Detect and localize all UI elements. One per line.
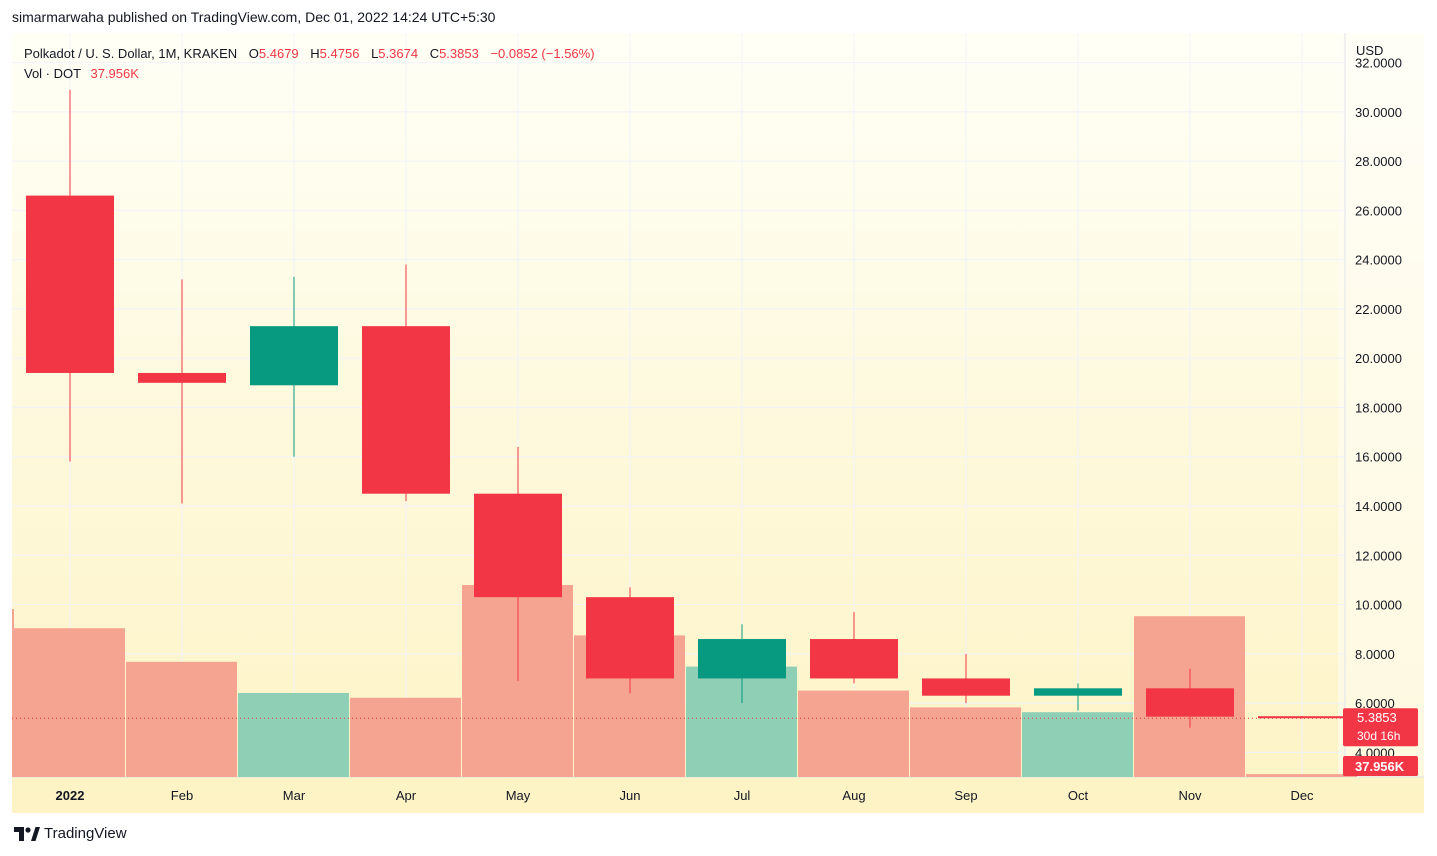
price-tick-label: 28.0000 — [1355, 154, 1402, 169]
candle-body — [1258, 716, 1346, 719]
candle-body — [810, 639, 898, 679]
price-tick-label: 20.0000 — [1355, 351, 1402, 366]
price-tick-label: 10.0000 — [1355, 598, 1402, 613]
time-axis: 2022 Feb Mar Apr May Jun Jul Aug Sep Oct Nov Dec — [56, 788, 1315, 803]
volume-bar — [1246, 774, 1357, 777]
volume-value: 37.956K — [90, 66, 139, 81]
price-tick-label: 16.0000 — [1355, 450, 1402, 465]
price-tick-label: 26.0000 — [1355, 203, 1402, 218]
symbol-title[interactable]: Polkadot / U. S. Dollar, 1M, KRAKEN — [24, 46, 238, 61]
time-tick-label: Oct — [1068, 788, 1089, 803]
volume-bar — [14, 628, 125, 777]
price-tick-label: 8.0000 — [1355, 647, 1395, 662]
close-value: 5.3853 — [439, 46, 479, 61]
time-tick-label: Mar — [283, 788, 306, 803]
price-tick-label: 32.0000 — [1355, 56, 1402, 71]
open-value: 5.4679 — [258, 46, 299, 61]
volume-bar — [350, 697, 461, 777]
volume-badge — [1343, 756, 1418, 776]
close-label: C — [429, 46, 440, 61]
tradingview-footer[interactable]: TradingView — [14, 825, 127, 842]
price-tick-label: 12.0000 — [1355, 548, 1402, 563]
time-tick-label: Jul — [734, 788, 751, 803]
time-tick-label: Sep — [954, 788, 977, 803]
candle-body — [1034, 688, 1122, 696]
volume-label[interactable]: Vol · DOT — [24, 66, 81, 81]
open-label: O — [248, 46, 259, 61]
volume-bar — [910, 707, 1021, 777]
volume-bars — [12, 585, 1357, 777]
volume-legend: Vol · DOT 37.956K — [24, 66, 139, 81]
candle-body — [474, 493, 562, 598]
change-value: −0.0852 (−1.56%) — [490, 46, 595, 61]
candles — [26, 89, 1346, 728]
time-tick-label: Nov — [1178, 788, 1202, 803]
published-note: simarmarwaha published on TradingView.co… — [12, 9, 496, 25]
tradingview-logo-icon — [14, 826, 40, 841]
candle-body — [586, 597, 674, 679]
price-axis: 32.0000 30.0000 28.0000 26.0000 24.0000 22.00… — [1343, 56, 1418, 776]
price-tick-label: 18.0000 — [1355, 400, 1402, 415]
high-label: H — [310, 46, 320, 61]
time-tick-label: May — [506, 788, 531, 803]
candle-body — [922, 678, 1010, 696]
candle-body — [362, 326, 450, 494]
last-price-label: 5.3853 — [1357, 710, 1397, 725]
volume-bar — [798, 690, 909, 777]
volume-bar-partial — [12, 609, 14, 777]
volume-bar — [1022, 712, 1133, 777]
candle-body — [138, 372, 226, 383]
volume-badge-label: 37.956K — [1355, 759, 1405, 774]
ohlc-legend: Polkadot / U. S. Dollar, 1M, KRAKEN O5.4… — [24, 46, 595, 61]
time-tick-label: Aug — [842, 788, 865, 803]
price-tick-label: 24.0000 — [1355, 253, 1402, 268]
volume-bar — [238, 693, 349, 777]
volume-bar — [126, 661, 237, 777]
price-tick-label: 22.0000 — [1355, 302, 1402, 317]
low-label: L — [371, 46, 379, 61]
low-value: 5.3674 — [378, 46, 419, 61]
price-axis-background[interactable] — [1338, 33, 1424, 777]
time-tick-label: Apr — [396, 788, 417, 803]
time-tick-label: 2022 — [56, 788, 85, 803]
candle-body — [250, 326, 338, 386]
time-tick-label: Feb — [171, 788, 193, 803]
price-tick-label: 30.0000 — [1355, 105, 1402, 120]
price-chart[interactable]: 32.0000 30.0000 28.0000 26.0000 24.0000 22.00… — [12, 33, 1424, 813]
time-tick-label: Dec — [1290, 788, 1314, 803]
candle-body — [698, 639, 786, 679]
price-tick-label: 6.0000 — [1355, 696, 1395, 711]
currency-label: USD — [1356, 43, 1383, 58]
price-tick-label: 14.0000 — [1355, 499, 1402, 514]
high-value: 5.4756 — [319, 46, 360, 61]
footer-brand: TradingView — [44, 825, 127, 842]
time-tick-label: Jun — [620, 788, 641, 803]
countdown-label: 30d 16h — [1357, 729, 1400, 743]
candle-body — [1146, 688, 1234, 717]
last-price-badge — [1343, 708, 1418, 747]
candle-body — [26, 195, 114, 373]
